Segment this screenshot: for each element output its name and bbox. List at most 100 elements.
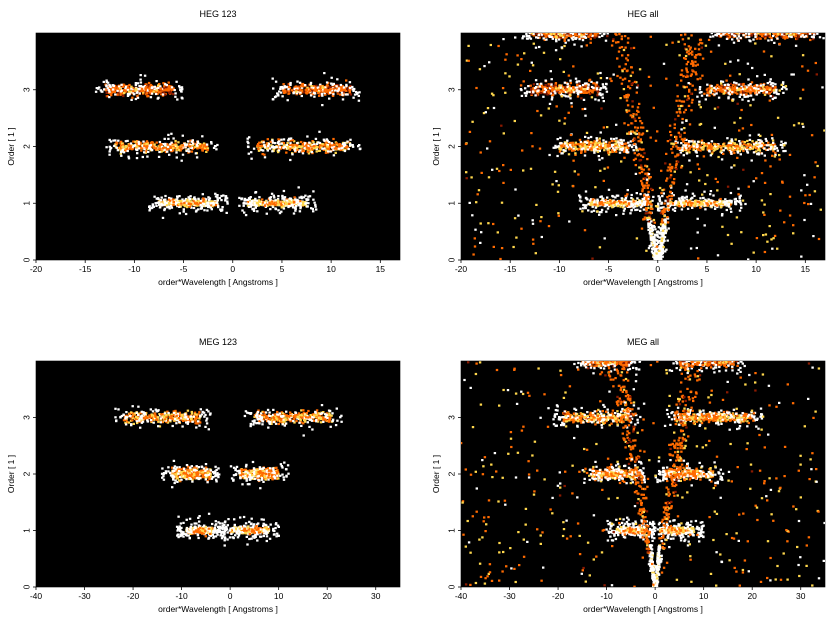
heatmap-cell <box>337 87 341 90</box>
heatmap-cell <box>293 140 296 143</box>
heatmap-cell <box>706 204 709 207</box>
heatmap-cell <box>565 141 568 144</box>
heatmap-cell <box>173 201 177 204</box>
heatmap-cell <box>302 149 305 152</box>
heatmap-cell <box>106 81 110 84</box>
heatmap-cell <box>597 141 601 145</box>
heatmap-cell <box>336 90 339 93</box>
heatmap-cell <box>697 204 701 207</box>
heatmap-cell <box>710 140 714 143</box>
heatmap-cell <box>174 95 177 98</box>
heatmap-cell <box>735 143 739 146</box>
heatmap-cell <box>206 149 209 152</box>
heatmap-cell <box>700 139 704 142</box>
heatmap-cell <box>608 203 611 206</box>
heatmap-cell <box>351 145 355 148</box>
heatmap-cell <box>177 148 181 152</box>
heatmap-cell <box>616 145 619 148</box>
heatmap-cell <box>740 93 744 96</box>
heatmap-cell <box>731 86 734 90</box>
heatmap-cell <box>587 203 590 206</box>
heatmap-cell <box>224 195 228 198</box>
heatmap-cell <box>593 140 596 143</box>
heatmap-cell <box>184 199 187 202</box>
heatmap-cell <box>758 84 761 88</box>
heatmap-cell <box>614 196 617 199</box>
heatmap-cell <box>187 140 190 143</box>
heatmap-cell <box>120 150 124 153</box>
heatmap-cell <box>153 88 156 91</box>
heatmap-cell <box>733 146 736 150</box>
heatmap-cell <box>706 144 709 147</box>
heatmap-cell <box>610 145 613 148</box>
heatmap-cell <box>675 200 678 203</box>
heatmap-cell <box>641 200 644 203</box>
heatmap-cell <box>211 202 214 205</box>
heatmap-cell <box>739 93 742 96</box>
heatmap-cell <box>269 140 272 143</box>
heatmap-cell <box>287 90 290 93</box>
panel-title: HEG all <box>627 9 658 19</box>
heatmap-cell <box>165 202 168 205</box>
heatmap-cell <box>278 143 281 146</box>
heatmap-cell <box>336 86 339 89</box>
heatmap-cell <box>257 143 260 146</box>
heatmap-cell <box>261 153 264 156</box>
heatmap-cell <box>315 142 319 146</box>
heatmap-cell <box>348 89 351 92</box>
heatmap-cell <box>292 146 296 149</box>
heatmap-cell <box>129 90 132 93</box>
heatmap-cell <box>345 89 348 92</box>
heatmap-cell <box>717 201 721 205</box>
heatmap-cell <box>161 93 165 96</box>
heatmap-cell <box>335 142 338 145</box>
heatmap-cell <box>276 201 280 204</box>
heatmap-cell <box>684 145 687 148</box>
heatmap-cell <box>537 91 541 94</box>
heatmap-cell <box>752 143 756 146</box>
heatmap-cell <box>305 146 309 149</box>
heatmap-cell <box>329 91 332 94</box>
heatmap-cell <box>277 151 280 154</box>
heatmap-cell <box>168 207 171 210</box>
heatmap-cell <box>569 82 572 85</box>
heatmap-cell <box>161 147 165 150</box>
heatmap-cell <box>132 140 135 143</box>
heatmap-cell <box>712 146 716 149</box>
heatmap-cell <box>593 143 597 146</box>
heatmap-cell <box>700 142 704 145</box>
heatmap-cell <box>559 86 563 89</box>
heatmap-cell <box>134 82 138 85</box>
heatmap-cell <box>571 148 574 151</box>
heatmap-cell <box>695 143 699 146</box>
heatmap-cell <box>744 87 747 91</box>
heatmap-cell <box>296 80 299 83</box>
heatmap-cell <box>720 84 723 87</box>
heatmap-cell <box>294 207 297 210</box>
heatmap-cell <box>749 146 752 149</box>
heatmap-cell <box>325 149 328 152</box>
heatmap-cell <box>613 148 616 151</box>
heatmap-cell <box>641 202 645 205</box>
heatmap-cell <box>174 92 177 95</box>
heatmap-cell <box>677 201 680 204</box>
heatmap-cell <box>144 91 147 94</box>
heatmap-cell <box>285 199 288 202</box>
heatmap-cell <box>626 200 629 203</box>
heatmap-cell <box>319 87 323 91</box>
heatmap-cell <box>709 202 713 205</box>
heatmap-cell <box>216 198 219 201</box>
heatmap-cell <box>715 92 718 95</box>
heatmap-cell <box>244 199 247 202</box>
heatmap-cell <box>640 204 644 207</box>
heatmap-cell <box>279 202 283 205</box>
heatmap-cell <box>160 196 163 199</box>
heatmap-cell <box>618 203 622 206</box>
heatmap-cell <box>610 202 613 205</box>
heatmap-cell <box>263 144 266 147</box>
heatmap-cell <box>590 147 593 150</box>
heatmap-cell <box>741 140 744 143</box>
heatmap-cell <box>550 83 553 86</box>
heatmap-cell <box>625 204 629 208</box>
heatmap-cell <box>739 87 742 90</box>
